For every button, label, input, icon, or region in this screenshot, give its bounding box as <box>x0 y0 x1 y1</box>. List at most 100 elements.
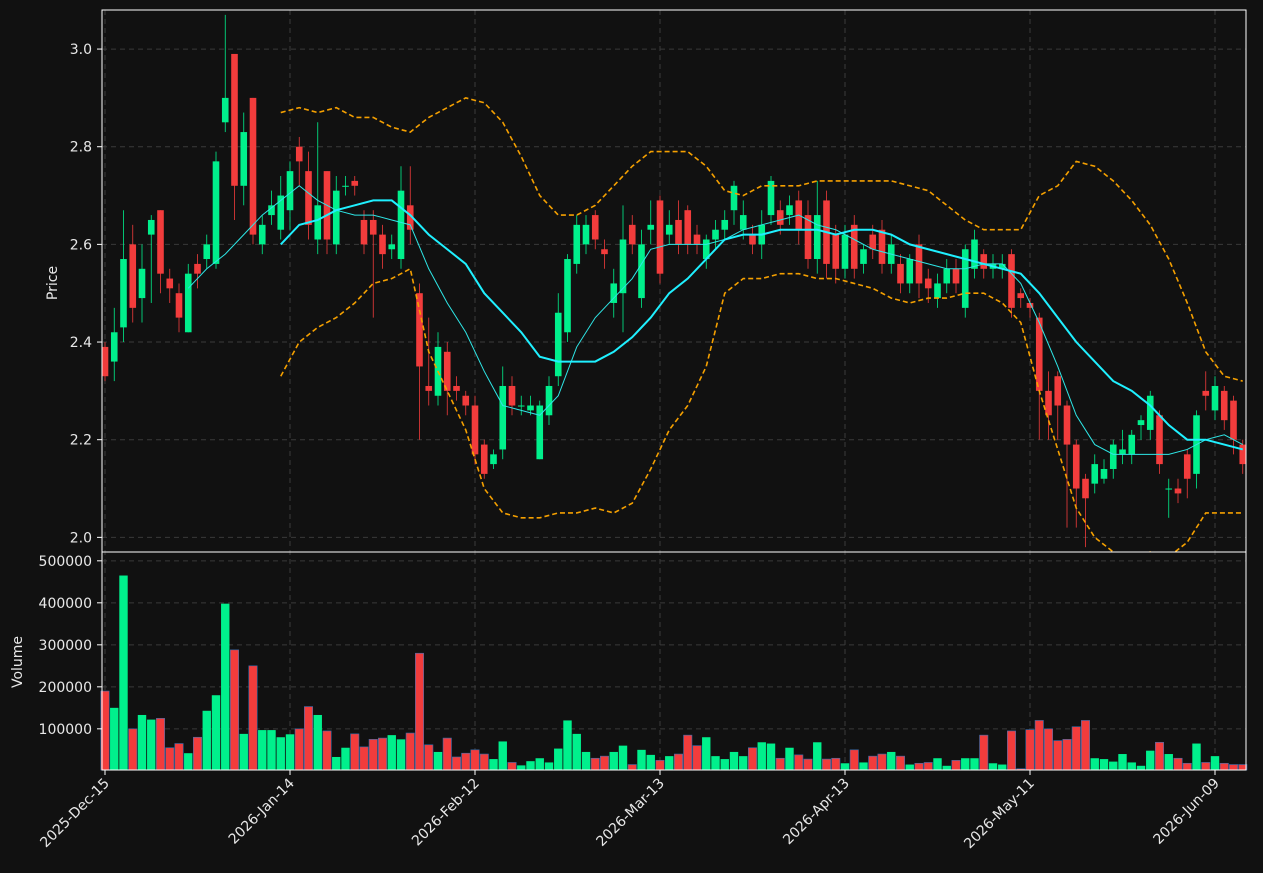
volume-bar <box>405 732 415 771</box>
volume-bar <box>757 742 766 770</box>
volume-bar <box>396 739 406 770</box>
candle-body <box>702 239 710 260</box>
candle-body <box>915 244 923 284</box>
candle-body <box>212 161 220 264</box>
candle-body <box>332 190 340 245</box>
candle-body <box>480 444 488 474</box>
volume-bar <box>923 762 933 771</box>
candle-body <box>406 205 414 230</box>
candle-body <box>397 190 405 260</box>
volume-bar <box>1034 720 1044 771</box>
candle-body <box>998 263 1006 269</box>
candle-body <box>712 229 719 240</box>
volume-bar <box>563 720 572 770</box>
volume-bar <box>230 649 240 771</box>
volume-bar <box>618 745 628 770</box>
volume-bar <box>433 751 443 770</box>
volume-bar <box>156 718 166 771</box>
candle-body <box>342 185 349 187</box>
volume-bar <box>849 749 859 771</box>
volume-bar <box>544 762 554 770</box>
candle-body <box>443 351 451 391</box>
candle-body <box>647 224 655 230</box>
volume-bar <box>498 741 507 770</box>
candle-body <box>110 332 118 362</box>
volume-bar <box>322 730 332 771</box>
volume-bar <box>165 747 175 771</box>
candle-body <box>1174 488 1182 494</box>
candle-body <box>961 249 969 308</box>
candle-body <box>1230 400 1237 440</box>
candle-body <box>675 219 682 245</box>
volume-bar <box>1164 754 1173 770</box>
candle-body <box>573 224 581 264</box>
candle-body <box>138 268 146 299</box>
candle-body <box>157 210 164 274</box>
volume-bar <box>572 733 581 770</box>
candle-body <box>813 215 821 260</box>
candle-body <box>462 395 470 406</box>
candle-body <box>258 224 266 245</box>
volume-bar <box>368 739 378 771</box>
candle-body <box>619 239 627 294</box>
volume-bar <box>702 737 711 770</box>
candle-body <box>924 278 932 289</box>
volume-bar <box>988 763 998 770</box>
volume-bar <box>942 765 951 770</box>
candle-body <box>628 224 636 245</box>
candle-body <box>102 346 109 377</box>
y-tick-label: 2.4 <box>70 335 92 351</box>
volume-bar <box>655 760 665 771</box>
volume-bar <box>211 695 221 770</box>
volume-axis-label: Volume <box>10 636 26 688</box>
candle-body <box>1035 317 1043 391</box>
volume-bar <box>1109 761 1118 770</box>
volume-bar <box>1155 741 1165 771</box>
candle-body <box>869 234 877 250</box>
volume-bar <box>646 754 655 770</box>
candle-body <box>295 146 303 162</box>
candle-body <box>536 405 544 460</box>
volume-bar <box>1127 762 1136 770</box>
volume-bar <box>1071 726 1081 771</box>
overlay-line <box>187 185 1243 455</box>
volume-bar <box>609 751 618 770</box>
volume-bar <box>961 758 970 770</box>
candle-body <box>860 249 867 264</box>
candle-body <box>1239 444 1246 465</box>
candle-body <box>1045 390 1052 416</box>
price-panel <box>102 14 1246 552</box>
candle-body <box>499 385 507 450</box>
candle-body <box>1119 449 1126 455</box>
volume-panel <box>100 575 1248 771</box>
y-tick-label: 2.0 <box>70 530 92 546</box>
volume-bar <box>1090 758 1099 770</box>
candle-body <box>897 263 904 284</box>
candle-body <box>1100 468 1108 479</box>
volume-bar <box>1192 743 1201 770</box>
volume-bar <box>803 758 813 771</box>
candle-body <box>471 405 479 455</box>
candle-body <box>684 210 692 245</box>
y-tick-label: 2.6 <box>70 237 92 253</box>
volume-bar <box>970 758 979 770</box>
volume-bar <box>507 762 517 771</box>
volume-bar <box>1182 762 1192 771</box>
volume-tick-label: 400000 <box>39 596 92 612</box>
volume-bar <box>998 764 1007 770</box>
candle-body <box>508 385 516 406</box>
volume-bar <box>739 756 748 770</box>
candle-body <box>776 210 784 225</box>
candle-body <box>453 385 460 391</box>
volume-bar <box>979 734 989 771</box>
candle-body <box>517 405 525 407</box>
candle-body <box>120 259 127 328</box>
volume-bar <box>470 749 480 771</box>
candle-body <box>1082 478 1089 499</box>
volume-bar <box>729 751 739 770</box>
candle-body <box>850 224 858 269</box>
candle-body <box>693 234 701 245</box>
candle-body <box>1146 395 1154 430</box>
volume-bar <box>794 754 804 771</box>
candle-body <box>194 263 201 274</box>
